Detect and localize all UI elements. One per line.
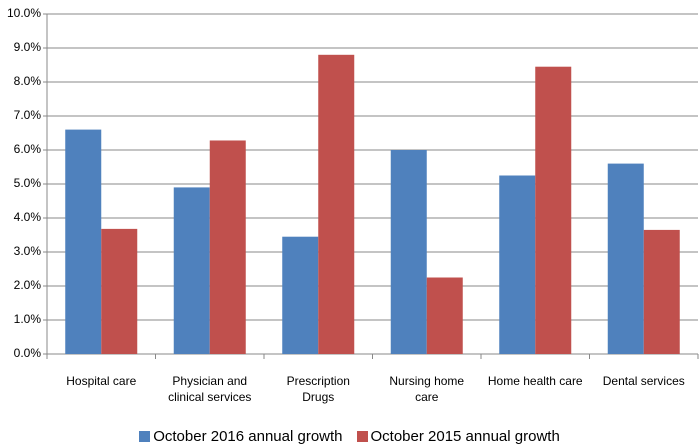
bar: [65, 129, 102, 354]
bar: [643, 229, 680, 354]
x-tick-label: Dental services: [602, 374, 685, 388]
legend-item: October 2016 annual growth: [139, 428, 343, 445]
legend-item: October 2015 annual growth: [356, 428, 560, 445]
bar: [426, 277, 463, 354]
x-tick-label: Home health care: [487, 374, 583, 388]
bar: [535, 66, 572, 354]
legend-swatch: [356, 431, 368, 442]
bar: [499, 175, 536, 354]
y-tick-label: 8.0%: [14, 74, 42, 88]
y-tick-label: 2.0%: [14, 278, 42, 292]
y-tick-label: 0.0%: [14, 346, 42, 360]
legend: October 2016 annual growth October 2015 a…: [0, 428, 699, 445]
legend-swatch: [139, 431, 151, 442]
y-tick-label: 1.0%: [14, 312, 42, 326]
bar: [282, 236, 319, 354]
y-tick-label: 10.0%: [7, 6, 41, 20]
legend-label: October 2016 annual growth: [153, 428, 343, 445]
y-tick-label: 4.0%: [14, 210, 42, 224]
x-tick-label: Nursing home care: [389, 374, 465, 404]
bar: [390, 150, 427, 354]
bar: [318, 54, 355, 355]
legend-label: October 2015 annual growth: [370, 428, 560, 445]
bar: [209, 140, 246, 354]
x-tick-label: Prescription Drugs: [286, 374, 350, 404]
y-tick-label: 9.0%: [14, 40, 42, 54]
y-tick-label: 7.0%: [14, 108, 42, 122]
bar: [173, 187, 210, 354]
bar: [607, 163, 644, 354]
y-tick-label: 6.0%: [14, 142, 42, 156]
x-tick-label: Physician and clinical services: [168, 374, 252, 404]
bar: [101, 228, 138, 354]
y-tick-label: 5.0%: [14, 176, 42, 190]
y-tick-label: 3.0%: [14, 244, 42, 258]
x-tick-label: Hospital care: [66, 374, 137, 388]
